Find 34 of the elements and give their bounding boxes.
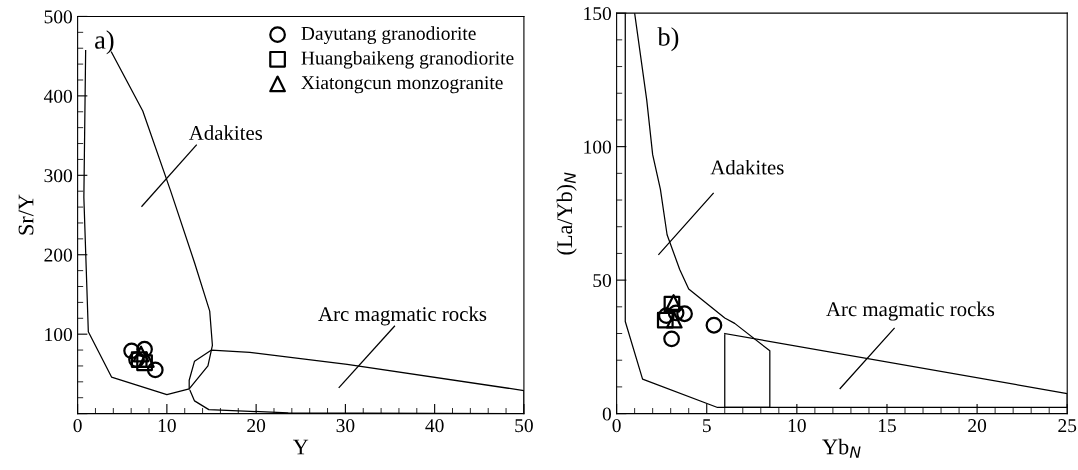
x-tick-label: 15 [878, 419, 896, 433]
x-tick-label: 20 [968, 419, 987, 433]
y-tick-label: 0 [602, 407, 612, 421]
x-tick-label: 40 [425, 419, 444, 433]
annotation: Adakites [710, 159, 784, 175]
annotation: Adakites [188, 125, 263, 141]
x-tick-label: 5 [703, 419, 711, 433]
y-tick-label: 500 [44, 10, 73, 24]
annotation: Arc magmatic rocks [318, 306, 487, 326]
x-axis-title: Yb$_{N}$ [822, 438, 861, 458]
annotation: b) [657, 27, 679, 52]
x-tick-label: 30 [336, 419, 355, 433]
x-tick-label: 20 [247, 419, 266, 433]
y-tick-label: 100 [45, 327, 73, 342]
y-tick-label: 300 [44, 169, 73, 183]
x-tick-label: 10 [158, 419, 176, 433]
legend-label: Xiatongcun monzogranite [301, 76, 503, 94]
x-tick-label: 25 [1058, 419, 1077, 433]
y-axis-title: Sr/Y [18, 194, 34, 235]
x-tick-label: 0 [612, 419, 621, 433]
x-tick-label: 10 [788, 419, 806, 433]
annotation: Arc magmatic rocks [826, 301, 995, 321]
y-tick-label: 200 [44, 248, 73, 262]
y-tick-label: 50 [593, 273, 612, 288]
annotation: a) [95, 30, 114, 55]
x-axis-title: Y [292, 439, 309, 455]
y-tick-label: 100 [584, 140, 612, 154]
y-tick-label: 150 [584, 6, 612, 21]
y-axis-title: (La/Yb)$_{N}$ [556, 172, 577, 255]
x-tick-label: 0 [73, 419, 82, 433]
legend-label: Dayutang granodiorite [301, 26, 476, 44]
y-tick-label: 400 [43, 89, 73, 103]
x-tick-label: 50 [515, 419, 533, 433]
legend-label: Huangbaikeng granodiorite [301, 50, 514, 69]
